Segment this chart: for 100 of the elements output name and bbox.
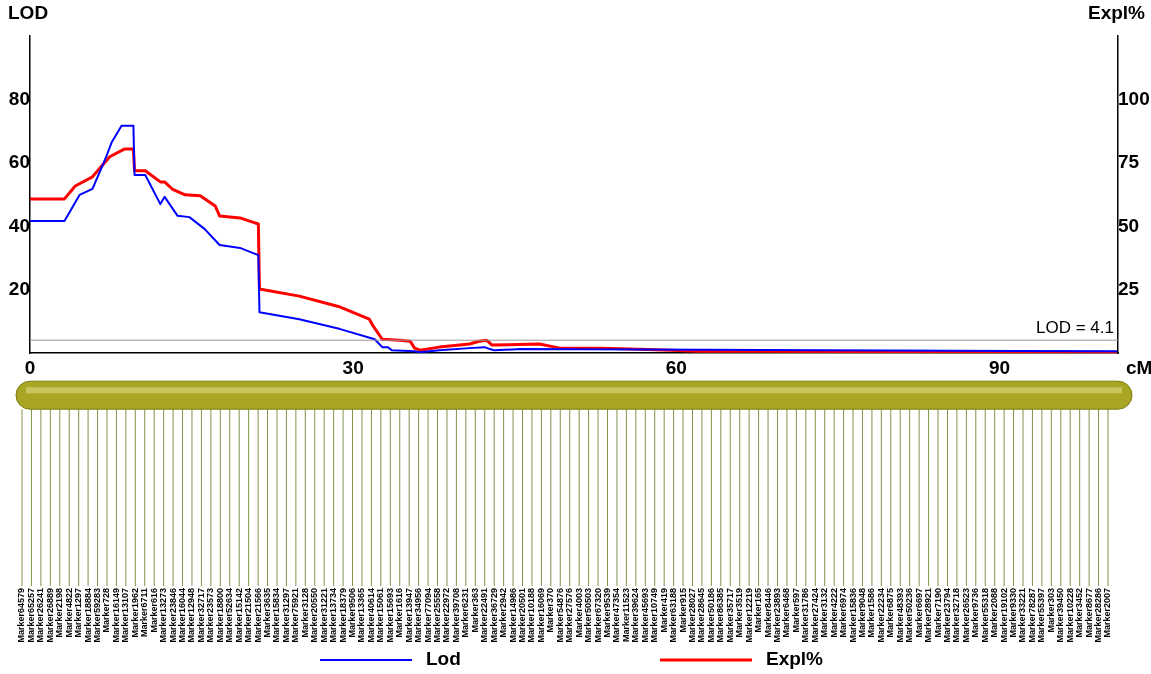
text: Marker86385 (715, 588, 726, 643)
text: Marker18884 (82, 588, 93, 643)
text: Marker11523 (620, 588, 631, 643)
ref-line-label: LOD = 4.1 (1036, 318, 1114, 338)
text: Marker4003 (573, 588, 584, 638)
text: Marker54876 (554, 588, 565, 643)
text: Marker55397 (1036, 588, 1047, 643)
text: Marker35717 (724, 588, 735, 643)
x-axis-title: cM (1126, 356, 1151, 378)
text: Marker50503 (583, 588, 594, 643)
text: Marker31297 (280, 588, 291, 643)
text: Marker1616 (394, 588, 405, 638)
text: Marker8446 (762, 588, 773, 638)
y-axis-title: LOD (8, 1, 49, 23)
text: Marker15693 (384, 588, 395, 643)
text: Marker23893 (771, 588, 782, 643)
text: Marker9330 (1008, 588, 1019, 638)
text: Marker13365 (356, 588, 367, 643)
text: Marker6974 (838, 588, 849, 638)
text: Marker18379 (337, 588, 348, 643)
text: Marker8677 (1083, 588, 1094, 638)
text: Marker25558 (432, 588, 442, 643)
text: Marker2088 (989, 588, 1000, 638)
text: Marker63188 (668, 588, 679, 643)
text: Marker3132 (819, 588, 830, 638)
text: Marker59283 (92, 588, 103, 643)
x-tick-label: 90 (988, 356, 1011, 378)
text: Marker13273 (158, 588, 169, 643)
text: Marker27576 (564, 588, 575, 643)
y2-tick-label: 50 (1118, 214, 1140, 236)
text: Marker616 (148, 588, 159, 633)
text: Marker165 (753, 588, 764, 633)
text: Marker39450 (1055, 588, 1066, 643)
text: Marker23846 (167, 588, 178, 643)
text: Marker26523 (960, 588, 971, 643)
y2-tick-label: 75 (1118, 151, 1140, 173)
text: Marker13947 (403, 588, 414, 643)
text: Marker21504 (243, 588, 254, 643)
text: Marker45693 (639, 588, 650, 643)
text: Marker13107 (120, 588, 131, 643)
text: Marker28645 (696, 588, 707, 643)
text: Marker16069 (535, 588, 546, 643)
y-tick-label: 80 (8, 87, 30, 109)
text: Marker52634 (224, 588, 235, 643)
text: Marker6231 (460, 588, 471, 638)
text: Marker28027 (686, 588, 697, 643)
text: Marker16044 (177, 588, 188, 643)
text: Marker32718 (951, 588, 962, 643)
x-tick-label: 30 (342, 356, 364, 378)
text: Marker22972 (441, 588, 452, 643)
text: Marker915 (677, 588, 688, 633)
y-tick-label: 40 (8, 214, 30, 236)
text: Marker3452 (1074, 588, 1085, 638)
text: Marker15836 (847, 588, 858, 643)
text: Marker4822 (63, 588, 74, 638)
text: Marker2007 (1102, 588, 1113, 638)
text: Marker2198 (54, 588, 65, 638)
y-tick-label: 60 (8, 151, 30, 173)
text: Marker75921 (290, 588, 301, 643)
text: Marker2942 (498, 588, 509, 638)
text: Marker20550 (309, 588, 320, 643)
text: Marker7190 (932, 588, 943, 638)
y-tick-label: 20 (8, 277, 30, 299)
text: Marker39708 (450, 588, 461, 643)
y2-tick-label: 100 (1118, 87, 1150, 109)
text: Marker1297 (73, 588, 84, 638)
text: Marker26241 (35, 588, 46, 643)
text: Marker22234 (875, 588, 886, 643)
text: Marker419 (658, 588, 669, 633)
text: Marker22491 (479, 588, 490, 643)
text: Marker39624 (630, 588, 641, 643)
text: Marker50186 (705, 588, 716, 643)
text: Marker18800 (214, 588, 225, 643)
text: Marker3635 (262, 588, 273, 638)
legend-label: Lod (426, 648, 461, 670)
text: Marker9506 (347, 588, 358, 638)
text: Marker55318 (979, 588, 990, 643)
text: Marker1586 (866, 588, 877, 638)
legend-label: Expl% (766, 648, 824, 670)
y2-tick-label: 25 (1118, 277, 1140, 299)
text: Marker9048 (856, 588, 867, 638)
text: Marker77094 (422, 588, 433, 643)
text: Marker363 (469, 588, 480, 633)
text: Marker1962 (129, 588, 140, 638)
text: Marker15061 (375, 588, 386, 643)
text: Marker23794 (941, 588, 952, 643)
text: Marker16149 (110, 588, 121, 643)
text: Marker21566 (252, 588, 263, 643)
text: Marker67320 (592, 588, 603, 643)
text: Marker10228 (1064, 588, 1075, 643)
text: Marker728 (101, 588, 112, 633)
text: Marker370 (545, 588, 556, 633)
text: Marker78287 (1026, 588, 1037, 643)
text: Marker65257 (25, 588, 36, 643)
text: Marker303 (1045, 588, 1056, 633)
text: Marker64579 (16, 588, 27, 643)
text: Marker36729 (488, 588, 499, 643)
text: Marker34956 (413, 588, 424, 643)
text: Marker3128 (299, 588, 310, 638)
text: Marker32717 (195, 588, 206, 643)
